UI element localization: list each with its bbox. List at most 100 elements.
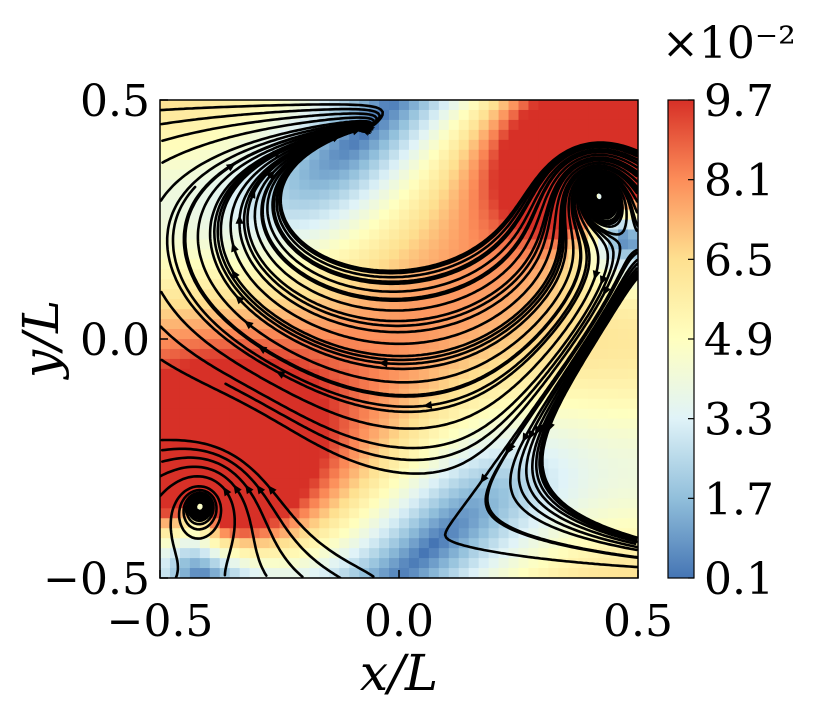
speed-cell xyxy=(428,129,440,141)
speed-cell xyxy=(359,558,370,569)
speed-cell xyxy=(299,259,310,270)
speed-cell xyxy=(169,458,181,470)
speed-cell xyxy=(259,239,271,250)
streamline-arrow xyxy=(535,425,543,436)
speed-cell xyxy=(588,508,599,519)
speed-cell xyxy=(219,538,231,549)
speed-cell xyxy=(329,169,340,181)
speed-cell xyxy=(389,408,400,420)
speed-cell xyxy=(309,179,320,191)
speed-cell xyxy=(458,358,470,370)
speed-cell xyxy=(518,568,530,578)
speed-cell xyxy=(249,129,261,141)
speed-cell xyxy=(488,289,500,300)
speed-cell xyxy=(319,209,330,221)
speed-cell xyxy=(329,159,340,171)
speed-cell xyxy=(498,468,510,480)
speed-cell xyxy=(309,199,320,211)
speed-cell xyxy=(229,229,241,241)
speed-cell xyxy=(408,249,420,260)
speed-cell xyxy=(209,189,221,201)
speed-cell xyxy=(199,189,211,201)
speed-cell xyxy=(538,269,549,280)
speed-cell xyxy=(518,249,530,260)
speed-cell xyxy=(418,418,430,430)
speed-cell xyxy=(379,329,390,340)
speed-cell xyxy=(209,299,221,310)
speed-cell xyxy=(438,100,450,111)
speed-cell xyxy=(259,518,271,529)
speed-cell xyxy=(229,319,241,330)
speed-cell xyxy=(249,329,261,340)
speed-cell xyxy=(468,139,480,151)
speed-cell xyxy=(468,548,480,559)
speed-cell xyxy=(528,398,540,410)
streamline xyxy=(443,248,638,569)
speed-cell xyxy=(448,289,460,300)
speed-cell xyxy=(568,458,579,470)
speed-cell xyxy=(618,100,629,111)
speed-cell xyxy=(448,229,460,241)
speed-cell xyxy=(488,448,500,460)
speed-cell xyxy=(399,528,410,539)
speed-cell xyxy=(299,468,310,480)
speed-cell xyxy=(289,219,301,231)
speed-cell xyxy=(329,438,340,450)
speed-cell xyxy=(458,299,470,310)
speed-cell xyxy=(309,219,320,231)
speed-cell xyxy=(628,528,638,539)
speed-cell xyxy=(189,398,201,410)
speed-cell xyxy=(528,528,540,539)
speed-cell xyxy=(189,418,201,430)
speed-cell xyxy=(160,428,171,440)
speed-cell xyxy=(468,219,480,231)
speed-cell xyxy=(458,269,470,280)
speed-cell xyxy=(169,100,181,111)
speed-cell xyxy=(468,458,480,470)
speed-cell xyxy=(408,179,420,191)
speed-cell xyxy=(219,458,231,470)
speed-cell xyxy=(269,468,281,480)
speed-cell xyxy=(199,299,211,310)
speed-cell xyxy=(558,119,569,131)
speed-cell xyxy=(389,548,400,559)
speed-cell xyxy=(319,199,330,211)
speed-cell xyxy=(339,568,350,578)
speed-cell xyxy=(608,339,619,350)
speed-cell xyxy=(399,249,410,260)
speed-cell xyxy=(598,488,609,499)
speed-cell xyxy=(588,568,599,578)
speed-cell xyxy=(379,508,390,519)
speed-cell xyxy=(379,408,390,420)
speed-cell xyxy=(568,119,579,131)
speed-cell xyxy=(518,179,530,191)
speed-cell xyxy=(249,428,261,440)
speed-cell xyxy=(299,299,310,310)
speed-cell xyxy=(189,259,201,270)
speed-cell xyxy=(578,468,589,480)
speed-cell xyxy=(379,448,390,460)
speed-cell xyxy=(369,458,380,470)
speed-cell xyxy=(239,319,251,330)
speed-cell xyxy=(588,249,599,260)
speed-cell xyxy=(229,189,241,201)
speed-cell xyxy=(608,458,619,470)
speed-cell xyxy=(349,478,360,489)
speed-cell xyxy=(229,408,241,420)
speed-cell xyxy=(428,299,440,310)
speed-cell xyxy=(628,109,638,121)
speed-cell xyxy=(399,159,410,171)
speed-cell xyxy=(369,408,380,420)
speed-cell xyxy=(249,388,261,400)
speed-cell xyxy=(239,259,251,270)
speed-cell xyxy=(518,159,530,171)
speed-cell xyxy=(379,428,390,440)
speed-cell xyxy=(189,568,201,578)
speed-cell xyxy=(319,398,330,410)
speed-cell xyxy=(488,199,500,211)
speed-cell xyxy=(628,498,638,509)
speed-cell xyxy=(498,239,510,250)
speed-cell xyxy=(528,458,540,470)
speed-cell xyxy=(448,458,460,470)
speed-cell xyxy=(269,558,281,569)
